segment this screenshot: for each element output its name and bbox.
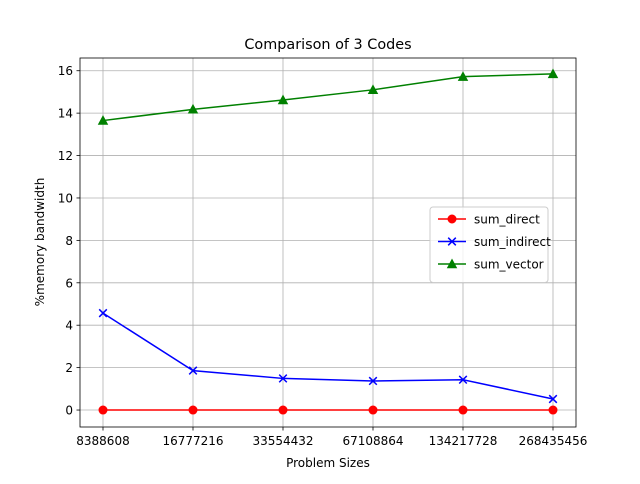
legend-label-sum_indirect: sum_indirect	[474, 235, 551, 249]
x-tick-label: 16777216	[162, 434, 223, 448]
x-axis-label: Problem Sizes	[286, 456, 370, 470]
y-tick-label: 10	[58, 191, 73, 205]
x-tick-label: 33554432	[252, 434, 313, 448]
y-tick-label: 4	[65, 319, 73, 333]
legend-marker-sum_indirect	[447, 237, 457, 246]
y-tick-label: 12	[58, 149, 73, 163]
data-point-sum_indirect	[188, 366, 198, 375]
y-axis-label: %memory bandwidth	[33, 178, 47, 307]
y-tick-label: 8	[65, 234, 73, 248]
legend: sum_direct sum_indirect sum_vector	[429, 206, 551, 283]
data-point-sum_direct	[98, 405, 108, 415]
tick-layer: 8388608 16777216 33554432 67108864 134217728…	[58, 64, 588, 448]
data-point-sum_vector	[367, 84, 379, 95]
data-point-sum_vector	[457, 71, 469, 81]
series-line-sum_vector	[102, 73, 554, 122]
data-point-sum_vector	[97, 115, 109, 125]
data-point-sum_vector	[277, 94, 289, 105]
x-tick-label: 67108864	[342, 434, 403, 448]
data-point-sum_vector	[187, 103, 199, 114]
data-point-sum_indirect	[548, 394, 558, 404]
series-layer	[97, 68, 559, 415]
legend-label-sum_vector: sum_vector	[474, 258, 544, 272]
data-point-sum_indirect	[278, 374, 288, 383]
data-point-sum_indirect	[368, 376, 378, 386]
y-tick-label: 2	[65, 361, 73, 375]
legend-label-sum_direct: sum_direct	[474, 213, 540, 227]
x-tick-label: 268435456	[519, 434, 588, 448]
plot-frame	[79, 57, 577, 428]
data-point-sum_indirect	[458, 375, 468, 385]
data-point-sum_direct	[548, 405, 558, 415]
data-point-sum_direct	[278, 405, 288, 415]
data-point-sum_direct	[368, 405, 378, 415]
x-tick-label: 8388608	[76, 434, 129, 448]
chart-title: Comparison of 3 Codes	[244, 37, 411, 53]
legend-marker-sum_vector	[446, 258, 458, 269]
series-line-sum_indirect	[102, 312, 554, 400]
y-tick-label: 6	[65, 276, 73, 290]
data-point-sum_indirect	[98, 308, 108, 318]
legend-marker-sum_direct	[447, 214, 457, 224]
data-point-sum_vector	[547, 68, 559, 79]
y-tick-label: 16	[58, 64, 73, 78]
x-tick-label: 134217728	[429, 434, 498, 448]
data-point-sum_direct	[458, 405, 468, 415]
y-tick-label: 0	[65, 404, 73, 418]
data-point-sum_direct	[188, 405, 198, 415]
y-tick-label: 14	[58, 107, 73, 121]
